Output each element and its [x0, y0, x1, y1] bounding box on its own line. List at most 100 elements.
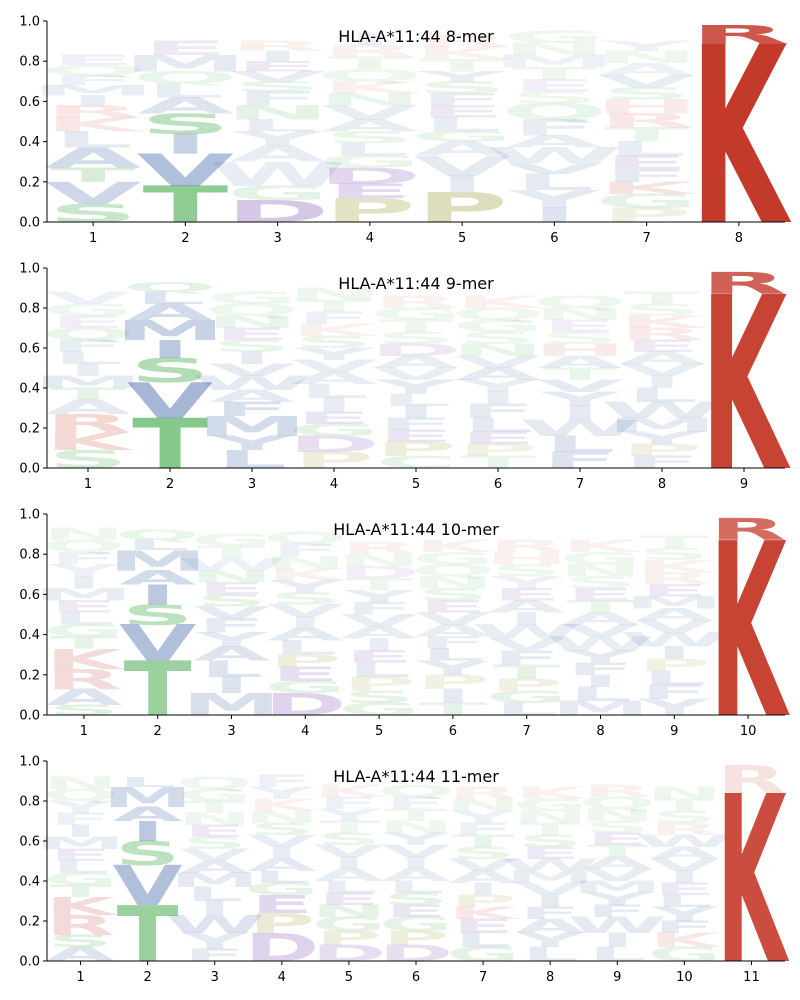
logo-letter: T	[197, 543, 265, 562]
logo-letter: S	[622, 301, 702, 320]
x-tick-label: 1	[89, 231, 97, 246]
logo-letter: L	[53, 127, 133, 153]
logo-letter: L	[643, 667, 707, 690]
logo-letter: A	[267, 625, 344, 644]
logo-letter: E	[50, 846, 112, 865]
logo-letter: N	[317, 90, 422, 109]
logo-letter: Q	[263, 529, 348, 548]
logo-letter: V	[180, 846, 250, 865]
y-tick-label: 0.8	[19, 302, 40, 317]
logo-letter: N	[579, 806, 655, 825]
logo-letter: I	[65, 573, 102, 592]
logo-letter: S	[638, 545, 710, 564]
logo-letter: V	[414, 609, 491, 628]
logo-letter: N	[311, 902, 387, 921]
logo-letter: I	[332, 854, 366, 873]
y-tick-label: 1.0	[19, 262, 40, 277]
logo-letter: G	[503, 28, 606, 47]
logo-letter: F	[566, 660, 634, 679]
logo-letter: N	[411, 573, 494, 592]
logo-letter: I	[399, 854, 433, 873]
logo-letter: F	[50, 337, 126, 356]
logo-letter: N	[559, 561, 642, 580]
logo-letter: T	[542, 365, 618, 384]
logo-letter: I	[162, 128, 209, 160]
logo-letter: R	[636, 569, 713, 588]
logo-letter: G	[411, 129, 514, 145]
logo-letter: R	[414, 32, 511, 51]
logo-letter: S	[212, 337, 292, 356]
x-tick-label: 6	[550, 231, 558, 246]
x-tick-label: 5	[345, 970, 353, 985]
logo-letter: M	[197, 411, 308, 443]
x-tick-label: 6	[412, 970, 420, 985]
logo-letter: E	[604, 152, 690, 174]
logo-letter: E	[624, 337, 700, 356]
logo-letter: G	[42, 301, 133, 320]
logo-letter: M	[607, 414, 718, 436]
logo-letter: G	[288, 421, 379, 440]
logo-letter: L	[545, 432, 616, 457]
logo-letter: F	[318, 794, 380, 813]
logo-letter: K	[414, 44, 515, 63]
logo-letter: G	[318, 153, 421, 172]
logo-letter: H	[594, 96, 699, 118]
logo-letter: M	[31, 83, 156, 99]
logo-letter: S	[140, 108, 230, 140]
logo-letter: T	[419, 700, 487, 719]
y-tick-label: 0.4	[19, 382, 40, 397]
logo-letter: L	[514, 169, 594, 195]
logo-letter: Q	[205, 301, 299, 320]
logo-letter: N	[244, 808, 320, 827]
logo-letter: R	[582, 782, 652, 801]
logo-letter: F	[197, 615, 265, 638]
logo-letter: A	[209, 387, 296, 406]
logo-letter: M	[34, 585, 133, 604]
x-tick-label: 10	[676, 970, 693, 985]
logo-letter: S	[518, 832, 583, 851]
logo-letter: L	[347, 659, 411, 682]
logo-letter: F	[493, 647, 561, 670]
logo-letter: P	[316, 927, 382, 949]
logo-letter: I	[641, 373, 682, 392]
y-tick-label: 1.0	[19, 15, 40, 30]
logo-letter: E	[385, 902, 447, 921]
logo-letter: V	[127, 373, 214, 430]
logo-letter: S	[294, 333, 374, 352]
logo-letter: K	[515, 784, 589, 803]
logo-letter: V	[562, 621, 639, 640]
logo-letter: W	[485, 143, 623, 169]
logo-letter: I	[198, 897, 232, 919]
logo-letter: N	[512, 808, 588, 827]
logo-letter: I	[582, 672, 619, 691]
y-tick-label: 0.8	[19, 548, 40, 563]
logo-letter: S	[383, 890, 448, 909]
logo-letter: A	[598, 60, 695, 79]
x-tick-label: 2	[181, 231, 189, 246]
logo-letter: Y	[415, 657, 490, 680]
logo-letter: E	[586, 830, 648, 849]
logo-letter: K	[45, 427, 135, 456]
logo-letter: T	[640, 533, 708, 552]
logo-letter: N	[264, 553, 347, 572]
logo-letter: L	[607, 138, 687, 160]
logo-letter: A	[619, 349, 706, 368]
logo-panel-1: SVTALKRIMFQETVISALQMEDGWAYLNFSVEIRPEDGLS…	[19, 0, 791, 280]
logo-letter: K	[649, 929, 722, 951]
logo-letter: I	[508, 609, 545, 628]
logo-letter: F	[271, 541, 339, 560]
logo-letter: G	[312, 913, 386, 935]
logo-letter: A	[414, 138, 511, 160]
logo-letter: V	[321, 102, 418, 124]
logo-letter: V	[119, 615, 196, 673]
logo-letter: V	[537, 377, 624, 396]
x-tick-label: 4	[278, 970, 286, 985]
y-tick-label: 0.6	[19, 588, 40, 603]
logo-letter: L	[381, 391, 452, 410]
logo-letter: V	[598, 72, 695, 91]
logo-letter: K	[448, 904, 522, 923]
y-tick-label: 0.6	[19, 835, 40, 850]
logo-letter: H	[485, 549, 568, 568]
logo-letter: F	[50, 549, 118, 568]
logo-letter: P	[490, 676, 563, 695]
